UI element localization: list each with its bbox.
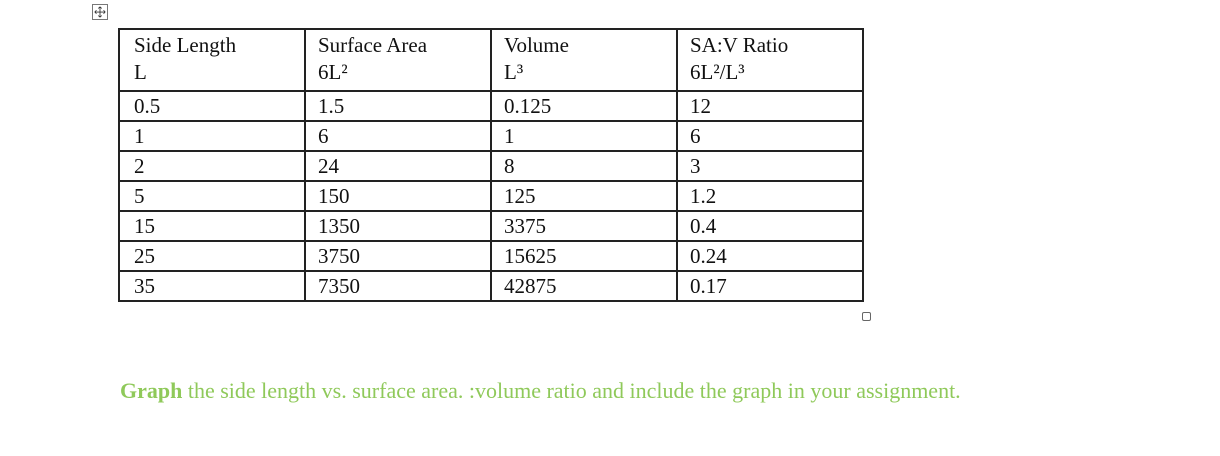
table-cell: 3750 [304,240,492,272]
header-cell: Surface Area 6L² [304,28,492,92]
instruction: Graph the side length vs. surface area. … [120,376,1020,406]
header-line: Surface Area [318,33,428,57]
header-cell: Volume L³ [490,28,678,92]
table-cell: 1.2 [676,180,864,212]
table-row: 35 7350 42875 0.17 [118,270,864,302]
instruction-text: the side length vs. surface area. :volum… [182,378,961,403]
table-cell: 1350 [304,210,492,242]
table-row: 2 24 8 3 [118,150,864,182]
table-body: Side Length L Surface Area 6L² Volume L³ SA:V … [118,28,864,302]
table-cell: 3375 [490,210,678,242]
table-row: 15 1350 3375 0.4 [118,210,864,242]
table-row: 25 3750 15625 0.24 [118,240,864,272]
table-row: 5 150 125 1.2 [118,180,864,212]
header-line: L [134,60,147,84]
table-cell: 15625 [490,240,678,272]
table-cell: 0.4 [676,210,864,242]
data-table: Side Length L Surface Area 6L² Volume L³ SA:V … [118,28,864,302]
table-row: 0.5 1.5 0.125 12 [118,90,864,122]
header-line: Volume [504,33,569,57]
table-cell: 6 [304,120,492,152]
header-line: Side Length [134,33,237,57]
table-cell: 2 [118,150,306,182]
table-cell: 125 [490,180,678,212]
table-cell: 12 [676,90,864,122]
header-line: 6L²/L³ [690,60,745,84]
table-cell: 8 [490,150,678,182]
table-cell: 0.5 [118,90,306,122]
header-line: 6L² [318,60,348,84]
table-cell: 1 [118,120,306,152]
table-cell: 1 [490,120,678,152]
table-cell: 0.17 [676,270,864,302]
table-cell: 1.5 [304,90,492,122]
instruction-bold: Graph [120,378,183,403]
table-cell: 3 [676,150,864,182]
table-cell: 25 [118,240,306,272]
table-cell: 0.24 [676,240,864,272]
header-cell: SA:V Ratio 6L²/L³ [676,28,864,92]
table-cell: 0.125 [490,90,678,122]
table-resize-handle[interactable] [862,312,871,321]
table-cell: 35 [118,270,306,302]
header-cell: Side Length L [118,28,306,92]
table-cell: 42875 [490,270,678,302]
table-cell: 5 [118,180,306,212]
table-cell: 6 [676,120,864,152]
header-line: L³ [504,60,524,84]
table-cell: 7350 [304,270,492,302]
header-line: SA:V Ratio [690,33,789,57]
table-cell: 24 [304,150,492,182]
table-cell: 15 [118,210,306,242]
header-row: Side Length L Surface Area 6L² Volume L³ SA:V … [118,28,864,92]
table-move-handle[interactable] [92,4,108,20]
table-cell: 150 [304,180,492,212]
